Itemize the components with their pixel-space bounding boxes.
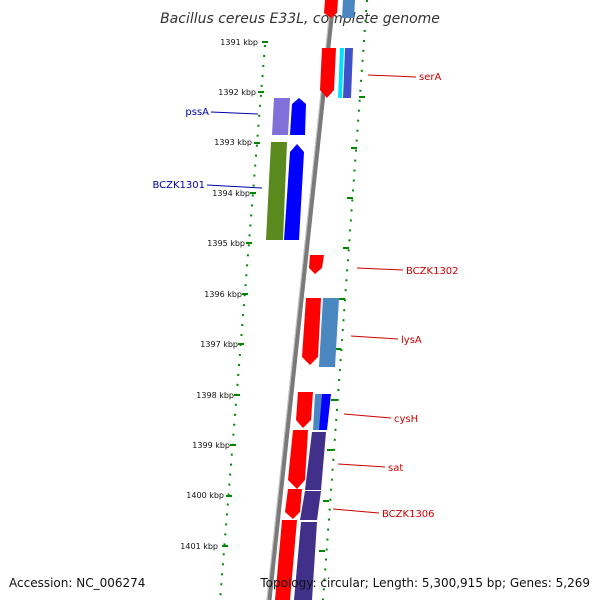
gene-label-cysH[interactable]: cysH [394, 414, 418, 425]
scale-tick-label: 1396 kbp [204, 290, 242, 299]
map-title: Bacillus cereus E33L, complete genome [160, 11, 440, 27]
scale-tick-1397: 1397 kbp [200, 340, 244, 349]
accession-text: Accession: NC_006274 [9, 576, 146, 590]
leader-BCZK1306 [332, 508, 380, 514]
gene-arrow-BCZK1301[interactable] [284, 144, 304, 240]
gene-block-sat-cog[interactable] [305, 432, 326, 490]
scale-tick-1394: 1394 kbp [212, 189, 256, 198]
scale-tick-1401: 1401 kbp [180, 542, 228, 551]
scale-tick-label: 1399 kbp [192, 441, 230, 450]
inner-ring-ticks [319, 96, 365, 552]
gene-arrow-cysH[interactable] [296, 392, 313, 428]
gene-block-cyan[interactable] [338, 48, 344, 98]
scale-tick-label: 1395 kbp [207, 239, 245, 248]
scale-tick-label: 1392 kbp [218, 88, 256, 97]
leader-BCZK1302 [356, 267, 404, 271]
scale-tick-1399: 1399 kbp [192, 441, 236, 450]
gene-block-BCZK1301-cog[interactable] [266, 142, 287, 240]
gene-label-BCZK1301[interactable]: BCZK1301 [152, 180, 205, 191]
gene-label-sat[interactable]: sat [388, 463, 403, 474]
gene-arrow-pssA[interactable] [290, 98, 306, 135]
leader-pssA [210, 111, 259, 115]
genome-backbone [266, 0, 336, 600]
gene-block-blue[interactable] [343, 48, 353, 98]
scale-tick-label: 1394 kbp [212, 189, 250, 198]
genome-backbone-highlight [266, 0, 332, 600]
scale-tick-1396: 1396 kbp [204, 290, 248, 299]
gene-label-pssA[interactable]: pssA [185, 107, 209, 118]
gene-arrow-lysA[interactable] [302, 298, 321, 365]
gene-block-cysH-cog-b[interactable] [319, 394, 331, 430]
gene-block-top-steel[interactable] [342, 0, 355, 18]
gene-block-bottom-navy[interactable] [294, 522, 317, 600]
scale-tick-label: 1391 kbp [220, 38, 258, 47]
scale-tick-label: 1393 kbp [214, 138, 252, 147]
scale-tick-label: 1401 kbp [180, 542, 218, 551]
leader-serA [367, 74, 417, 78]
gene-block-pssA-cog[interactable] [272, 98, 290, 135]
scale-tick-1398: 1398 kbp [196, 391, 240, 400]
scale-tick-1395: 1395 kbp [207, 239, 252, 248]
scale-tick-label: 1400 kbp [186, 491, 224, 500]
scale-tick-label: 1397 kbp [200, 340, 238, 349]
leader-sat [337, 463, 386, 468]
outer-ring-left [219, 44, 266, 600]
scale-tick-1393: 1393 kbp [214, 138, 260, 147]
scale-tick-label: 1398 kbp [196, 391, 234, 400]
scale-tick-1400: 1400 kbp [186, 491, 232, 500]
gene-arrow-top-red[interactable] [324, 0, 338, 18]
gene-arrow-serA[interactable] [320, 48, 336, 98]
gene-label-serA[interactable]: serA [419, 72, 441, 83]
gene-arrow-BCZK1302[interactable] [309, 255, 324, 274]
gene-block-lysA-cog[interactable] [319, 298, 339, 367]
scale-tick-1392: 1392 kbp [218, 88, 264, 97]
topology-text: Topology: circular; Length: 5,300,915 bp… [260, 576, 590, 590]
scale-tick-1391: 1391 kbp [220, 38, 268, 47]
gene-label-BCZK1302[interactable]: BCZK1302 [406, 266, 459, 277]
leader-cysH [343, 413, 392, 419]
gene-block-BCZK1306-cog[interactable] [300, 491, 321, 520]
gene-arrow-sat[interactable] [288, 430, 308, 489]
gene-label-lysA[interactable]: lysA [401, 335, 422, 346]
gene-arrow-bottom-red[interactable] [275, 520, 297, 600]
gene-label-BCZK1306[interactable]: BCZK1306 [382, 509, 435, 520]
leader-lysA [350, 335, 399, 340]
leader-BCZK1301 [206, 184, 263, 189]
gene-arrow-BCZK1306[interactable] [285, 489, 302, 519]
